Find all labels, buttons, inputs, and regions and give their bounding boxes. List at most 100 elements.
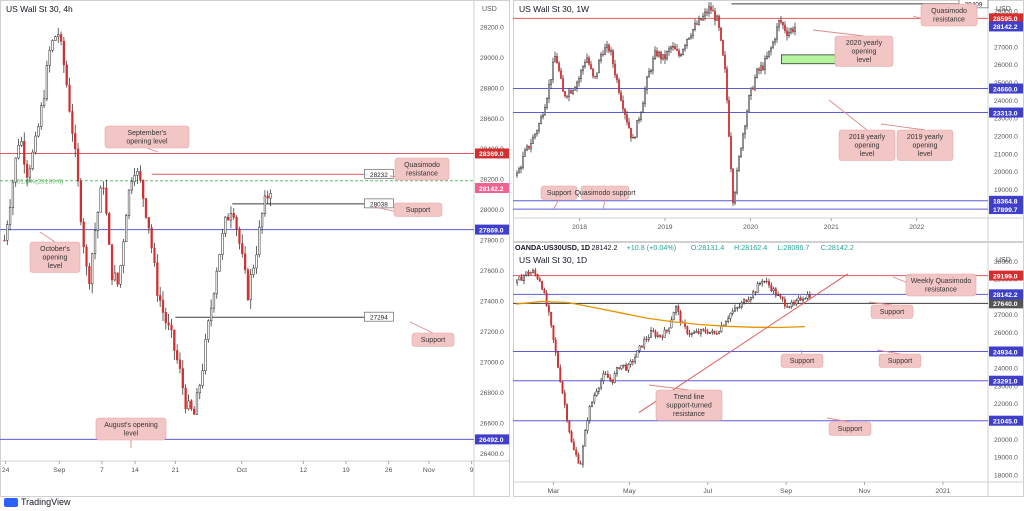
candle-body <box>554 339 557 353</box>
callout-text: 2019 yearly <box>907 134 944 141</box>
y-tick-label: 25000.0 <box>994 80 1018 87</box>
x-tick-label: 7 <box>100 467 104 474</box>
candle-body <box>763 280 766 283</box>
price-badge <box>989 204 1023 215</box>
y-tick-label: 27600.0 <box>480 268 504 275</box>
candle-body <box>761 281 764 284</box>
callout-text: resistance <box>406 171 438 178</box>
candle-body <box>557 352 559 368</box>
candle-body <box>108 213 111 245</box>
candle-body <box>806 294 809 299</box>
candle-body <box>42 98 46 106</box>
candle-body <box>181 368 184 389</box>
candle-body <box>159 295 162 301</box>
candle-body <box>654 50 656 60</box>
candle-body <box>556 56 558 64</box>
candle-body <box>593 395 596 403</box>
candle-body <box>804 298 807 300</box>
candle-body <box>746 110 748 127</box>
y-tick-label: 29000.0 <box>480 55 504 62</box>
candle-body <box>666 51 668 60</box>
y-tick-label: 26400.0 <box>480 451 504 458</box>
candle-body <box>758 68 760 71</box>
y-tick-label: 23000.0 <box>994 116 1018 123</box>
candle-body <box>198 385 201 394</box>
tradingview-logo[interactable]: TradingView <box>4 497 71 507</box>
candle-body <box>566 95 568 98</box>
x-tick-label: 14 <box>131 467 139 474</box>
y-tick-label: 19000.0 <box>994 455 1018 462</box>
candle-body <box>195 392 199 415</box>
x-tick-label: 2018 <box>572 224 587 231</box>
candle-body <box>241 243 244 255</box>
candle-body <box>640 345 643 348</box>
candle-body <box>246 269 250 300</box>
candle-body <box>618 367 621 370</box>
callout-pointer <box>826 417 851 423</box>
candle-body <box>226 216 230 221</box>
callout-text: Support <box>406 207 431 214</box>
candle-body <box>144 198 148 218</box>
candle-body <box>20 141 23 146</box>
candle-body <box>516 279 519 283</box>
candle-body <box>269 192 272 199</box>
candle-body <box>752 291 755 298</box>
candle-body <box>604 373 607 375</box>
y-tick-label: 29200.0 <box>480 24 504 31</box>
chart-svg: US Wall St 30, 1WUSD29000.028000.027000.… <box>513 0 1024 242</box>
candle-body <box>540 116 542 125</box>
candle-body <box>663 329 666 338</box>
candle-body <box>543 289 546 294</box>
candle-body <box>679 311 682 323</box>
candle-body <box>714 10 716 21</box>
candle-body <box>736 307 739 309</box>
chart-title: US Wall St 30, 1D <box>519 255 587 265</box>
candle-body <box>592 68 594 77</box>
candle-body <box>68 84 71 112</box>
callout-box <box>29 241 81 273</box>
candle-body <box>17 145 20 159</box>
candle-body <box>588 406 591 422</box>
candle-body <box>536 274 539 280</box>
candle-body <box>770 284 773 291</box>
candle-body <box>774 288 777 296</box>
callout-pointer <box>146 147 159 153</box>
candle-body <box>656 334 659 337</box>
callout-pointer <box>876 349 901 355</box>
callout-pointer <box>648 384 690 391</box>
candle-body <box>729 313 732 319</box>
candle-body <box>732 168 734 204</box>
price-badge <box>989 13 1023 24</box>
last-price-label: 28142.2 <box>479 186 504 193</box>
candle-body <box>575 449 578 455</box>
price-badge-label: 17899.7 <box>993 207 1018 214</box>
ohlc-header-item: L:28086.7 <box>777 243 809 252</box>
candle-body <box>600 380 603 389</box>
callout-text: level <box>918 151 933 158</box>
last-price-badge <box>475 182 509 193</box>
candle-body <box>688 37 690 40</box>
y-tick-label: 27000.0 <box>480 359 504 366</box>
candle-body <box>675 306 677 313</box>
candle-body <box>57 34 60 37</box>
candle-body <box>762 65 764 70</box>
candle-body <box>688 332 691 335</box>
candle-body <box>744 125 746 135</box>
candle-body <box>738 306 741 308</box>
candle-body <box>606 44 608 49</box>
candle-body <box>85 246 88 267</box>
candle-body <box>229 213 233 221</box>
y-tick-label: 28600.0 <box>480 116 504 123</box>
candle-body <box>638 119 640 121</box>
candle-body <box>193 408 196 415</box>
last-price-badge <box>989 21 1023 32</box>
candle-body <box>526 145 528 151</box>
candle-body <box>156 262 159 296</box>
candle-body <box>694 23 696 30</box>
candle-body <box>631 360 634 363</box>
candle-body <box>664 54 666 60</box>
candle-body <box>550 79 552 85</box>
candle-body <box>772 41 774 49</box>
candle-body <box>28 168 32 178</box>
candle-body <box>778 19 780 28</box>
